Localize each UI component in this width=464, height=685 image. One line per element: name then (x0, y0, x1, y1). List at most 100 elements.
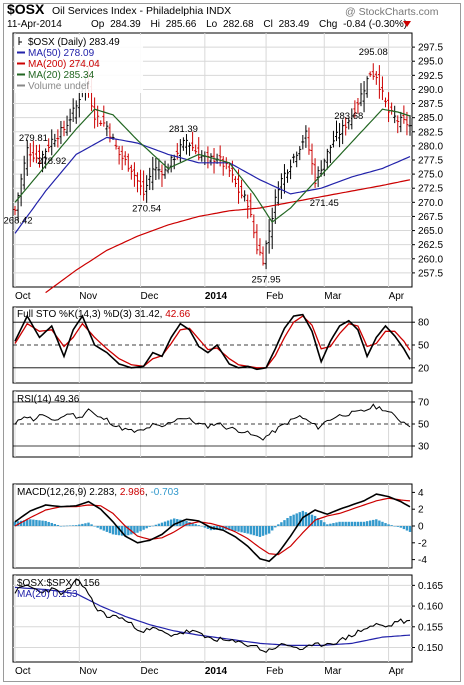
macd-hist-bar (329, 523, 332, 526)
price-bar (393, 105, 397, 124)
macd-hist-bar (84, 523, 87, 526)
ma50-line (14, 136, 411, 234)
macd-hist-bar (255, 526, 259, 537)
price-bar (368, 71, 372, 77)
price-bar (105, 121, 109, 137)
price-bar (307, 127, 311, 155)
macd-hist-bar (295, 513, 298, 526)
price-x-label: Nov (79, 291, 97, 302)
macd-hist-bar (154, 524, 158, 526)
sto-y-tick-label: 20 (418, 363, 430, 374)
chart-watermark: @ StockCharts.com (345, 6, 439, 18)
price-y-tick-label: 280.0 (418, 141, 443, 152)
macd-hist-bar (237, 526, 240, 532)
price-y-tick-label: 270.0 (418, 198, 443, 209)
ratio-y-tick-label: 0.160 (418, 602, 443, 613)
macd-hist-bar (381, 521, 384, 526)
price-y-tick-label: 292.5 (418, 71, 443, 82)
price-bar (313, 158, 317, 188)
macd-hist-bar (127, 526, 130, 536)
macd-hist-bar (53, 523, 57, 526)
rsi-panel: 30 50 70 RSI(14) 49.36 (12, 390, 430, 458)
macd-hist-bar (356, 521, 360, 526)
macd-hist-bar (243, 526, 246, 533)
ratio-x-label: Oct (15, 666, 31, 677)
legend-label: $OSX (Daily) 283.49 (28, 37, 120, 48)
price-bar (188, 142, 192, 156)
macd-hist-bar (139, 526, 142, 532)
macd-hist-bar (359, 521, 363, 526)
macd-hist-bar (353, 521, 357, 526)
price-bar (181, 137, 185, 151)
price-bar (365, 76, 369, 98)
macd-hist-bar (323, 522, 326, 526)
price-bar (139, 169, 143, 196)
price-bar (68, 108, 72, 133)
ratio-ma-label: MA(20) 0.153 (17, 589, 78, 600)
macd-y-tick-label: -4 (418, 555, 427, 566)
rsi-line (14, 403, 411, 441)
price-bar (157, 158, 161, 180)
price-bar (59, 120, 63, 145)
macd-hist-bar (108, 526, 112, 534)
price-bar (142, 170, 146, 201)
macd-hist-bar (13, 521, 17, 526)
price-bar (282, 164, 286, 194)
price-bar (322, 158, 326, 177)
macd-hist-bar (258, 526, 262, 537)
macd-hist-bar (264, 526, 268, 535)
price-bar (28, 143, 32, 167)
price-bar (169, 154, 173, 173)
price-bar (160, 164, 164, 187)
price-x-label: Oct (15, 291, 31, 302)
price-bar (350, 108, 354, 130)
macd-hist-bar (111, 526, 115, 535)
price-bar (396, 115, 400, 134)
price-bar (371, 63, 375, 80)
price-bar (316, 166, 320, 188)
macd-hist-bar (292, 514, 295, 526)
macd-hist-bar (133, 526, 136, 534)
price-y-tick-label: 265.0 (418, 226, 443, 237)
price-bar (154, 157, 158, 181)
macd-hist-bar (191, 523, 194, 526)
macd-hist-bar (38, 520, 41, 526)
legend-label: MA(50) 278.09 (28, 48, 95, 59)
price-y-tick-label: 257.5 (418, 268, 443, 279)
price-bar (289, 159, 293, 180)
price-bar (249, 193, 253, 218)
sto-panel: 20 50 80 Full STO %K(14,3) %D(3) 31.42, 42.… (12, 306, 430, 384)
macd-hist-bar (117, 526, 121, 536)
macd-hist-bar (179, 519, 182, 526)
price-bar (399, 111, 403, 133)
ratio-panel: 0.150 0.155 0.160 0.165 $OSX:$SPX 0.156MA(20… (12, 574, 443, 677)
macd-hist-bar (283, 520, 286, 526)
macd-hist-bar (246, 526, 249, 534)
macd-hist-bar (90, 524, 93, 526)
macd-hist-bar (87, 522, 90, 526)
macd-hist-bar (307, 513, 311, 526)
rsi-y-tick-label: 30 (418, 442, 430, 453)
macd-title: MACD(12,26,9) 2.283, 2.986, -0.703 (17, 487, 179, 498)
macd-hist-bar (185, 520, 188, 526)
macd-hist-bar (326, 524, 329, 526)
chart-symbol: $OSX (7, 1, 45, 17)
ratio-title: $OSX:$SPX 0.156 (17, 578, 100, 589)
ratio-x-label: 2014 (205, 666, 228, 677)
price-bar (264, 240, 268, 270)
price-annotation: 257.95 (252, 274, 281, 285)
macd-y-tick-label: 0 (418, 522, 424, 533)
price-bar (13, 206, 17, 216)
price-y-tick-label: 282.5 (418, 127, 443, 138)
macd-hist-bar (347, 521, 350, 526)
sto-d-value: 42.66 (165, 309, 190, 320)
price-bar (356, 97, 360, 114)
price-bar (65, 115, 69, 136)
price-bar (344, 117, 348, 136)
macd-y-tick-label: 2 (418, 505, 424, 516)
legend-label: MA(200) 274.04 (28, 59, 100, 70)
chart-date: 11-Apr-2014 (7, 19, 62, 30)
macd-hist-bar (148, 526, 151, 527)
price-bar (267, 219, 271, 254)
